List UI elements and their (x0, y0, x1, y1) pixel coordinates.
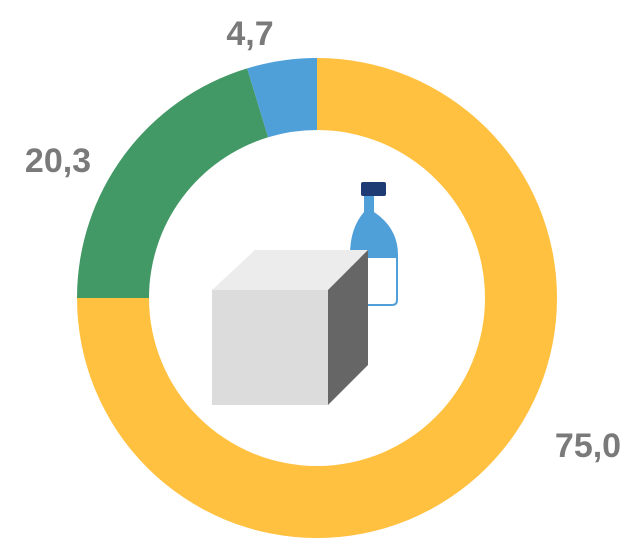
data-label: 4,7 (226, 15, 273, 53)
donut-segment (77, 58, 557, 538)
donut-segment (247, 58, 317, 138)
data-label: 20,3 (25, 142, 91, 180)
box-top (212, 250, 368, 290)
box-front (212, 290, 328, 405)
bottle-cap (361, 182, 386, 196)
box-side (328, 250, 368, 405)
donut-segment (77, 68, 269, 299)
center-icon (212, 182, 398, 405)
data-label: 75,0 (555, 427, 621, 465)
donut (77, 58, 557, 538)
